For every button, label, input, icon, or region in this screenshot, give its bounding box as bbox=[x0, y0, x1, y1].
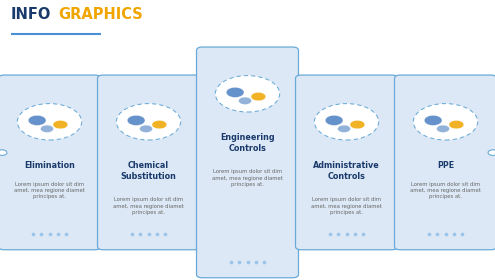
Text: Chemical
Substitution: Chemical Substitution bbox=[121, 161, 176, 181]
Circle shape bbox=[413, 104, 478, 140]
Text: Elimination: Elimination bbox=[24, 161, 75, 170]
Text: Lorem ipsum dolor sit dim
amet, mea regione diamet
principes at.: Lorem ipsum dolor sit dim amet, mea regi… bbox=[212, 169, 283, 187]
Circle shape bbox=[53, 120, 68, 129]
Circle shape bbox=[152, 120, 167, 129]
Circle shape bbox=[325, 115, 343, 125]
FancyBboxPatch shape bbox=[0, 75, 100, 250]
Circle shape bbox=[251, 92, 266, 101]
FancyBboxPatch shape bbox=[98, 75, 199, 250]
Circle shape bbox=[424, 115, 442, 125]
Text: Administrative
Controls: Administrative Controls bbox=[313, 161, 380, 181]
Text: INFO: INFO bbox=[11, 7, 51, 22]
Circle shape bbox=[314, 104, 379, 140]
Circle shape bbox=[127, 115, 145, 125]
Text: Lorem ipsum dolor sit dim
amet, mea regione diamet
principes at.: Lorem ipsum dolor sit dim amet, mea regi… bbox=[311, 197, 382, 215]
Circle shape bbox=[28, 115, 46, 125]
Text: PPE: PPE bbox=[437, 161, 454, 170]
FancyBboxPatch shape bbox=[197, 47, 298, 278]
FancyBboxPatch shape bbox=[296, 75, 397, 250]
Text: GRAPHICS: GRAPHICS bbox=[58, 7, 143, 22]
Text: Lorem ipsum dolor sit dim
amet, mea regione diamet
principes at.: Lorem ipsum dolor sit dim amet, mea regi… bbox=[113, 197, 184, 215]
Circle shape bbox=[350, 120, 365, 129]
Circle shape bbox=[338, 125, 350, 132]
Circle shape bbox=[17, 104, 82, 140]
Circle shape bbox=[140, 125, 152, 132]
Circle shape bbox=[239, 97, 251, 104]
Circle shape bbox=[449, 120, 464, 129]
Circle shape bbox=[226, 87, 244, 97]
Circle shape bbox=[0, 150, 7, 155]
Circle shape bbox=[215, 76, 280, 112]
FancyBboxPatch shape bbox=[395, 75, 495, 250]
Circle shape bbox=[41, 125, 53, 132]
Text: Lorem ipsum dolor sit dim
amet, mea regione diamet
principes at.: Lorem ipsum dolor sit dim amet, mea regi… bbox=[410, 182, 481, 199]
Text: Lorem ipsum dolor sit dim
amet, mea regione diamet
principes at.: Lorem ipsum dolor sit dim amet, mea regi… bbox=[14, 182, 85, 199]
Circle shape bbox=[116, 104, 181, 140]
Text: Engineering
Controls: Engineering Controls bbox=[220, 133, 275, 153]
Circle shape bbox=[437, 125, 449, 132]
Circle shape bbox=[488, 150, 495, 155]
